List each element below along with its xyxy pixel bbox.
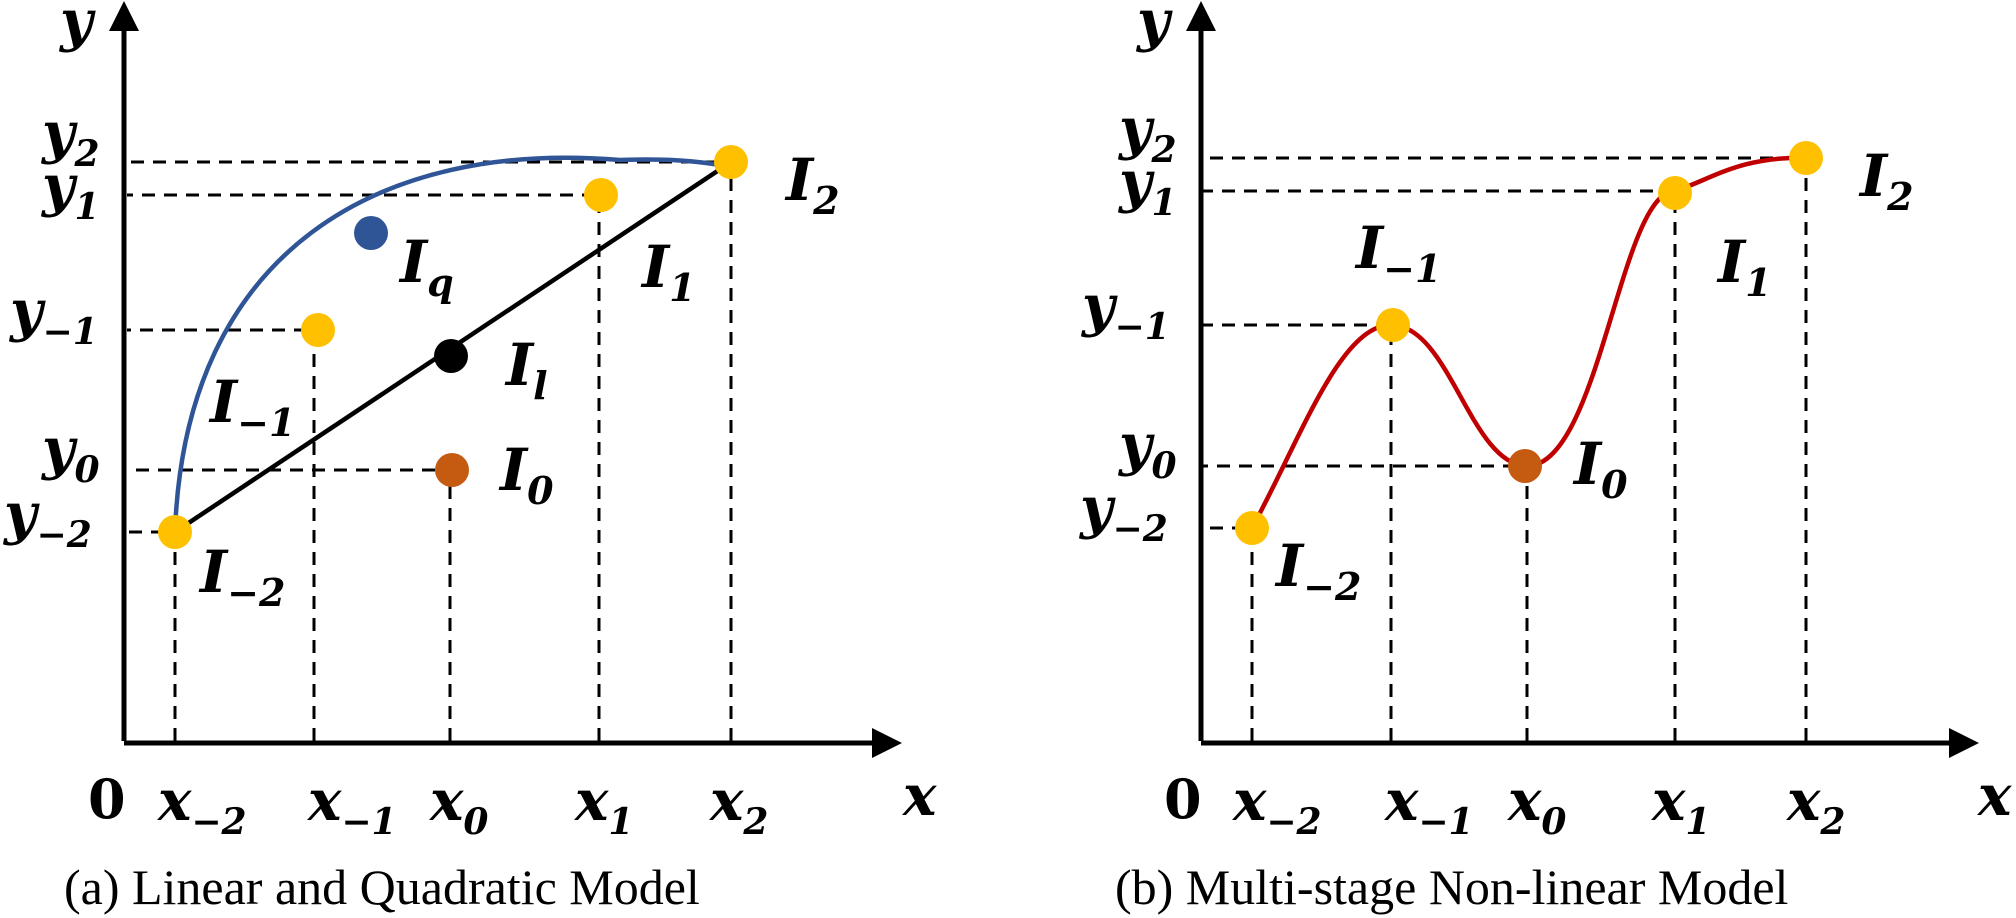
label-a-i-0: I0 (498, 436, 554, 513)
point-a-i-2 (714, 145, 748, 179)
label-b-i-1: I1 (1716, 228, 1772, 305)
panel-a-x-tick: x−1 (307, 768, 397, 843)
panel-a-y-axis-label: y (58, 0, 96, 54)
point-b-i-minus-1 (1376, 308, 1410, 342)
label-a-i-minus-1: I−1 (208, 368, 295, 445)
panel-a-y-tick: y1 (40, 153, 100, 228)
label-b-i-0: I0 (1572, 430, 1628, 507)
panel-a-x-tick: x2 (709, 768, 768, 843)
panel-a-y-tick: y2 (40, 100, 100, 175)
panel-b-y-tick: y0 (1117, 412, 1177, 487)
label-b-i-minus-1: I−1 (1354, 214, 1441, 291)
guide-a-x1 (127, 193, 601, 741)
quadratic-curve (172, 155, 732, 533)
label-b-i-minus-2: I−2 (1274, 532, 1361, 609)
panel-b-y-tick: y1 (1117, 149, 1177, 224)
panel-b-x-tick: x−2 (1232, 768, 1322, 843)
point-a-i-q (354, 216, 388, 250)
panel-a-y-tick: y−1 (8, 278, 98, 353)
label-a-i-q: Iq (398, 228, 454, 305)
point-a-i-minus-1 (301, 313, 335, 347)
point-a-i-0 (435, 453, 469, 487)
point-b-i-minus-2 (1235, 511, 1269, 545)
panel-a-origin: 0 (88, 767, 126, 831)
panel-b-y-tick: y−2 (1078, 475, 1168, 550)
point-b-i-2 (1789, 141, 1823, 175)
panel-a-y-tick: y−2 (2, 481, 92, 556)
point-a-i-1 (584, 178, 618, 212)
panel-b-y-axis-label: y (1135, 0, 1173, 54)
panel-a-caption: (a) Linear and Quadratic Model (64, 859, 700, 915)
label-a-i-1: I1 (640, 233, 696, 310)
point-b-i-1 (1658, 176, 1692, 210)
guide-b-x-2 (1200, 526, 1254, 741)
panel-b-y-tick: y−1 (1080, 273, 1170, 348)
panel-b-x-tick: x1 (1651, 768, 1710, 843)
guide-a-x2 (127, 160, 733, 741)
panel-b: y x 0 x−2 x−1 x0 x1 x2 y2 y1 y−1 y0 y−2 … (1078, 0, 2012, 915)
panel-b-caption: (b) Multi-stage Non-linear Model (1115, 859, 1788, 915)
panel-a-x-axis-label: x (902, 763, 937, 829)
label-b-i-2: I2 (1858, 142, 1914, 219)
label-a-i-l: Il (504, 331, 548, 408)
panel-b-x-tick: x2 (1786, 768, 1845, 843)
guide-b-x-1 (1203, 323, 1393, 741)
point-b-i-0 (1508, 449, 1542, 483)
panel-b-x-axis-label: x (1977, 763, 2012, 829)
label-a-i-minus-2: I−2 (198, 538, 285, 615)
panel-a: y x 0 x−2 x−1 x0 x1 x2 y2 y1 y−1 y0 y−2 … (2, 0, 937, 915)
panel-a-y-tick: y0 (40, 416, 100, 491)
panel-b-y-tick: y2 (1117, 96, 1177, 171)
point-a-i-l (434, 339, 468, 373)
label-a-i-2: I2 (784, 146, 840, 223)
point-a-i-minus-2 (158, 515, 192, 549)
panel-a-x-tick: x1 (574, 768, 633, 843)
guide-a-x-2 (123, 530, 177, 741)
panel-b-x-tick: x0 (1507, 768, 1566, 843)
panel-a-x-tick: x−2 (157, 768, 247, 843)
guide-a-x-1 (127, 328, 316, 741)
panel-b-x-tick: x−1 (1384, 768, 1474, 843)
panel-b-origin: 0 (1164, 767, 1202, 831)
panel-a-x-tick: x0 (429, 768, 488, 843)
